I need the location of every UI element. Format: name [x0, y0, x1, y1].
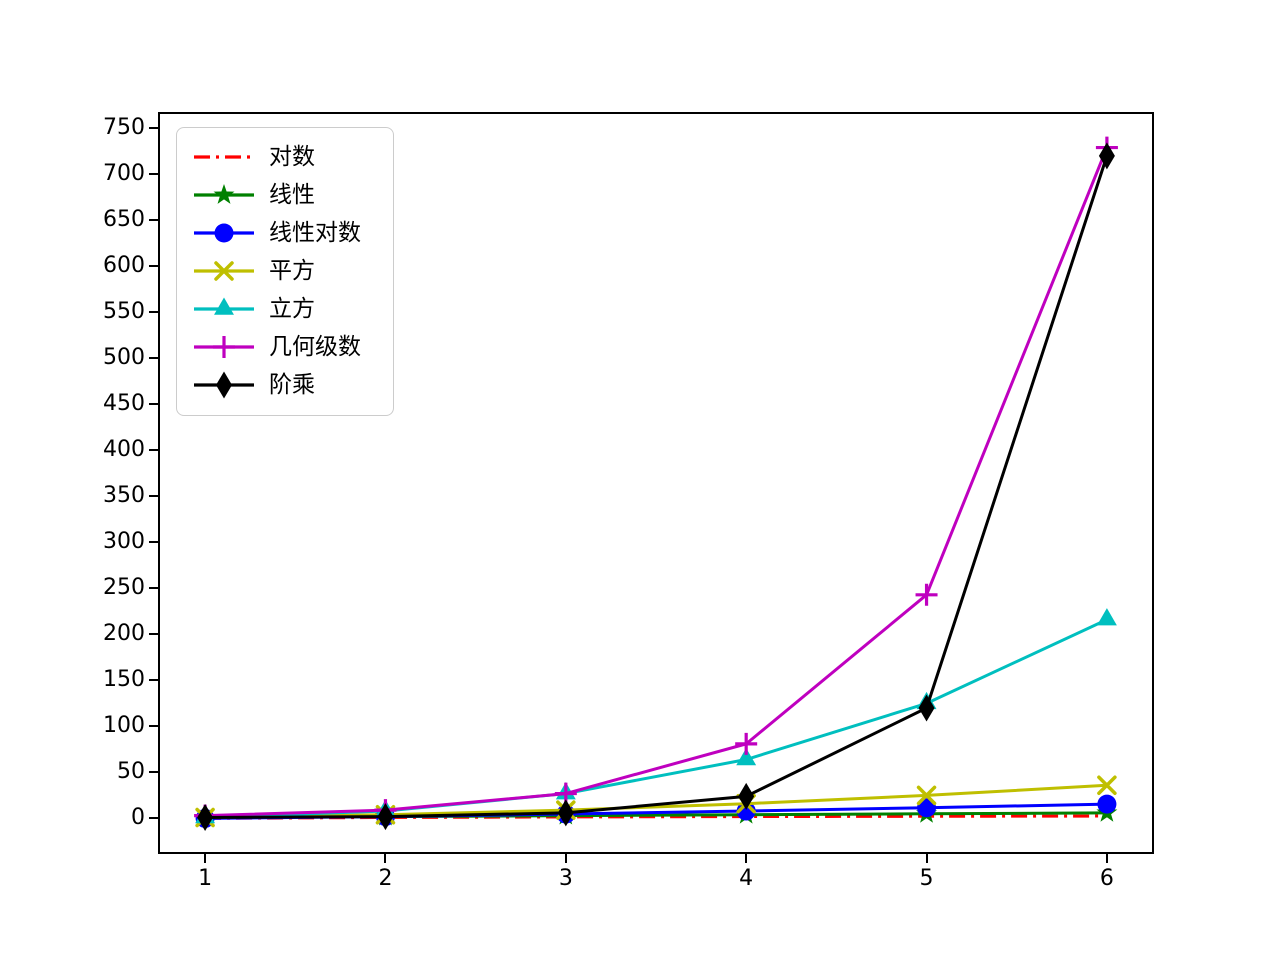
y-tick-mark: [149, 173, 158, 176]
chart-canvas: [194, 136, 1118, 831]
y-tick-mark: [149, 265, 158, 268]
y-tick-mark: [149, 127, 158, 130]
legend-label: 立方: [269, 295, 315, 322]
x-marker: [214, 261, 234, 281]
y-tick-mark: [149, 817, 158, 820]
legend-sample-line: [194, 297, 254, 315]
legend-label: 阶乘: [269, 371, 315, 398]
star-marker: [213, 184, 235, 204]
y-tick-label: 350: [103, 483, 145, 509]
x-tick-label: 5: [919, 866, 934, 891]
legend-sample-line: [194, 155, 254, 159]
y-tick-label: 100: [103, 713, 145, 739]
triangle-up-marker: [214, 297, 234, 315]
y-tick-label: 450: [103, 391, 145, 417]
y-tick-label: 600: [103, 253, 145, 279]
legend: 对数线性线性对数平方立方几何级数阶乘: [176, 127, 394, 416]
legend-item: 几何级数: [193, 328, 393, 366]
y-tick-label: 50: [117, 759, 145, 785]
x-tick-label: 4: [739, 866, 754, 891]
x-tick-mark: [1105, 854, 1108, 863]
circle-marker: [1097, 794, 1117, 814]
y-tick-label: 400: [103, 437, 145, 463]
legend-label: 平方: [269, 257, 315, 284]
plus-marker: [213, 336, 235, 358]
y-tick-label: 200: [103, 621, 145, 647]
x-tick-mark: [204, 854, 207, 863]
y-tick-mark: [149, 725, 158, 728]
thin-diamond-marker: [557, 799, 574, 827]
y-tick-mark: [149, 357, 158, 360]
legend-label: 对数: [269, 143, 315, 170]
plot-area: 对数线性线性对数平方立方几何级数阶乘: [158, 112, 1154, 854]
y-tick-mark: [149, 587, 158, 590]
thin-diamond-marker: [216, 371, 232, 399]
triangle-up-marker: [736, 748, 757, 766]
y-tick-mark: [149, 633, 158, 636]
x-tick-mark: [384, 854, 387, 863]
legend-sample-line: [194, 371, 254, 399]
x-tick-label: 1: [198, 866, 213, 891]
thin-diamond-marker: [377, 803, 394, 831]
x-tick-label: 2: [378, 866, 393, 891]
y-tick-mark: [149, 449, 158, 452]
series-line-3: [205, 783, 1107, 819]
legend-item: 阶乘: [193, 366, 393, 404]
y-tick-label: 500: [103, 345, 145, 371]
circle-marker: [917, 798, 937, 818]
legend-sample-line: [194, 261, 254, 281]
x-tick-mark: [925, 854, 928, 863]
series-line-0: [205, 814, 1107, 820]
circle-marker: [214, 223, 234, 243]
legend-item: 立方: [193, 290, 393, 328]
legend-label: 线性: [269, 181, 315, 208]
y-tick-label: 650: [103, 207, 145, 233]
series-line-5: [205, 147, 1109, 818]
y-tick-mark: [149, 771, 158, 774]
thin-diamond-marker: [197, 803, 214, 831]
legend-label: 线性对数: [269, 219, 361, 246]
y-tick-label: 700: [103, 161, 145, 187]
series-line-4: [205, 618, 1108, 819]
thin-diamond-marker: [1098, 142, 1115, 170]
y-tick-label: 250: [103, 575, 145, 601]
legend-item: 线性对数: [193, 214, 393, 252]
x-marker: [916, 785, 937, 806]
legend-item: 平方: [193, 252, 393, 290]
y-tick-label: 750: [103, 115, 145, 141]
legend-sample-line: [194, 184, 254, 204]
plus-marker: [915, 583, 938, 606]
y-tick-mark: [149, 403, 158, 406]
x-tick-label: 3: [558, 866, 573, 891]
y-tick-mark: [149, 495, 158, 498]
legend-item: 线性: [193, 176, 393, 214]
x-tick-label: 6: [1099, 866, 1114, 891]
thin-diamond-marker: [918, 694, 935, 722]
y-tick-mark: [149, 219, 158, 222]
x-tick-mark: [564, 854, 567, 863]
legend-item: 对数: [193, 138, 393, 176]
y-tick-label: 150: [103, 667, 145, 693]
x-tick-mark: [745, 854, 748, 863]
plus-marker: [735, 732, 758, 755]
y-tick-label: 300: [103, 529, 145, 555]
legend-sample-line: [194, 336, 254, 358]
x-marker: [1097, 775, 1117, 796]
legend-sample-line: [194, 223, 254, 243]
y-tick-mark: [149, 679, 158, 682]
y-tick-label: 550: [103, 299, 145, 325]
series-line-6: [205, 155, 1109, 819]
legend-label: 几何级数: [269, 333, 361, 360]
y-tick-label: 0: [131, 805, 145, 831]
thin-diamond-marker: [738, 782, 755, 810]
y-tick-mark: [149, 311, 158, 314]
triangle-up-marker: [1096, 608, 1117, 626]
y-tick-mark: [149, 541, 158, 544]
